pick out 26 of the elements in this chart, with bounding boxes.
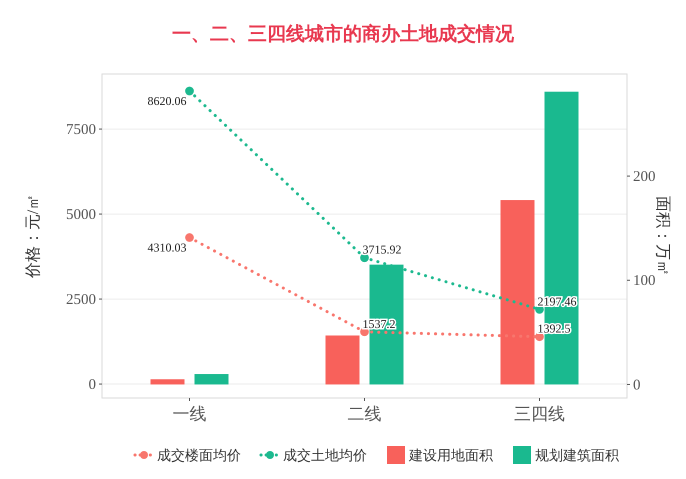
data-label: 3715.92 (362, 242, 402, 257)
y-tick-label: 7500 (66, 122, 96, 138)
point (185, 86, 194, 96)
y-tick-label: 0 (88, 376, 96, 393)
data-label: 4310.03 (148, 240, 186, 255)
y2-tick-label: 200 (633, 168, 656, 185)
bar (500, 200, 534, 384)
chart-title: 一、二、三四线城市的商办土地成交情况 (172, 23, 515, 45)
y-tick-label: 5000 (66, 206, 96, 223)
y2-axis-title: 面积：万㎡ (654, 196, 671, 276)
legend-label: 成交楼面均价 (157, 448, 241, 464)
legend-label: 规划建筑面积 (535, 448, 619, 464)
y2-tick-label: 0 (633, 377, 640, 394)
y-axis-title: 价格：元/㎡ (25, 194, 42, 280)
y-tick-label: 2500 (66, 292, 96, 308)
bar (326, 335, 360, 384)
legend-label: 建设用地面积 (408, 448, 493, 464)
y2-tick-label: 100 (633, 273, 656, 290)
x-tick-label: 三四线 (514, 404, 565, 424)
x-tick-label: 二线 (348, 404, 382, 424)
data-label: 8620.06 (148, 94, 186, 108)
bar (150, 379, 184, 384)
legend-label: 成交土地均价 (283, 448, 367, 464)
bar (194, 374, 228, 384)
x-tick-label: 一线 (172, 404, 206, 424)
point (185, 233, 194, 242)
